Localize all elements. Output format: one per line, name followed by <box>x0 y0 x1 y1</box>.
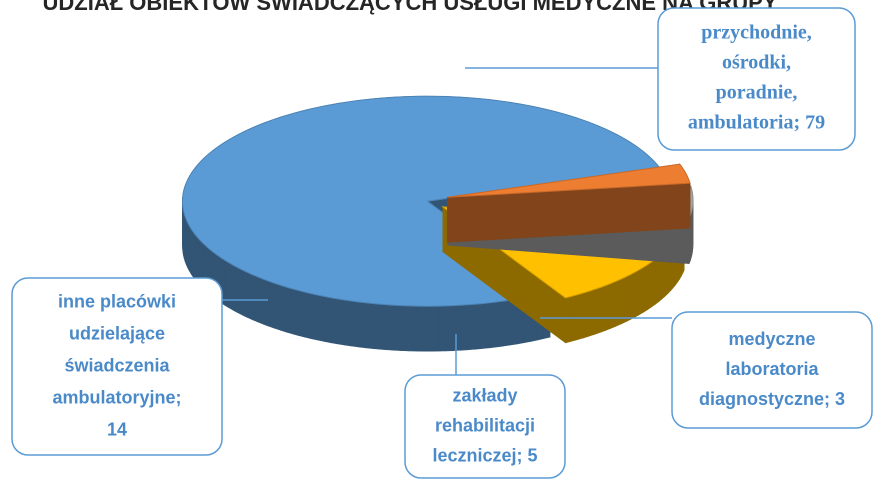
data-label: leczniczej; 5 <box>432 445 537 465</box>
slice-side <box>247 272 253 321</box>
slice-side <box>430 305 439 352</box>
data-label: świadczenia <box>64 355 170 375</box>
slice-side <box>379 303 388 351</box>
slice-side <box>639 266 644 316</box>
data-label: poradnie, <box>716 82 798 104</box>
callout-box <box>404 374 566 479</box>
slice-side <box>228 262 234 311</box>
slice-side <box>488 301 497 349</box>
data-label: inne placówki <box>58 291 176 311</box>
slice-side <box>415 305 424 352</box>
slice-side <box>502 299 511 347</box>
data-label: ambulatoryjne; <box>52 387 181 407</box>
slice-side <box>233 264 239 314</box>
slice-side <box>437 305 446 352</box>
slice-side <box>337 298 345 346</box>
callout-box <box>671 311 873 429</box>
data-label: rehabilitacji <box>435 415 535 435</box>
slice-side <box>647 261 652 311</box>
slice <box>446 163 691 243</box>
slice-side <box>481 302 490 349</box>
slice-side <box>310 293 318 341</box>
slice-side <box>620 276 627 325</box>
slice-side <box>651 258 656 308</box>
slice-side <box>285 286 293 335</box>
slice-side <box>634 269 640 318</box>
slice-side <box>600 284 607 333</box>
data-label: 14 <box>107 419 127 439</box>
slice-side <box>242 269 248 318</box>
data-label: zakłady <box>452 385 517 405</box>
slice-side <box>654 256 659 306</box>
slice-side <box>394 304 402 351</box>
slice-side <box>583 290 590 339</box>
slice-side <box>467 303 476 351</box>
slice-side <box>605 282 612 331</box>
slice-side <box>588 288 596 337</box>
slice-side <box>268 280 275 329</box>
slice-side <box>291 288 299 336</box>
data-label: udzielające <box>69 323 165 343</box>
data-label: ambulatoria; 79 <box>688 112 825 134</box>
slice-side <box>386 304 395 351</box>
slice-side <box>615 278 622 327</box>
slice-side <box>274 282 281 331</box>
slice-side <box>262 278 270 327</box>
data-label: diagnostyczne; 3 <box>699 389 845 409</box>
slice-side <box>330 297 338 345</box>
data-label: ośrodki, <box>722 52 791 74</box>
slice-side <box>365 302 373 349</box>
slice-side <box>344 299 352 347</box>
slice-side <box>372 303 381 350</box>
slice-top <box>181 95 661 307</box>
data-label: medyczne <box>728 329 815 349</box>
chart-title: UDZIAŁ OBIEKTÓW ŚWIADCZĄCYCH USŁUGI MEDY… <box>43 0 778 15</box>
data-label: laboratoria <box>725 359 819 379</box>
slice-side <box>495 300 504 348</box>
data-label: przychodnie, <box>701 22 812 44</box>
callout-box <box>657 7 856 151</box>
slice-side <box>445 305 454 352</box>
slice-side <box>630 271 636 320</box>
slice-side <box>192 230 196 281</box>
slice-side <box>237 267 243 316</box>
slice-side <box>279 284 287 333</box>
slice-side <box>401 305 410 352</box>
slice-side <box>317 294 325 342</box>
slice-side <box>610 280 617 329</box>
slice-side <box>625 273 631 323</box>
slice-side <box>423 305 432 352</box>
slice-side <box>323 296 332 344</box>
slice-top <box>447 163 691 198</box>
slice-side <box>298 290 305 338</box>
slice-side <box>358 301 366 349</box>
slice-side <box>408 305 417 352</box>
slice-side <box>459 304 468 351</box>
slice-side <box>565 295 572 344</box>
callout-box <box>11 277 223 456</box>
slice-side <box>190 227 194 278</box>
slice-side <box>304 291 312 339</box>
slice-side <box>195 234 199 284</box>
slice-side <box>577 292 584 341</box>
slice <box>181 95 661 352</box>
slice-side <box>252 274 259 323</box>
slice-side <box>594 286 601 335</box>
slice-side <box>643 264 648 313</box>
slice-side <box>351 300 359 348</box>
slice-side <box>474 303 483 350</box>
